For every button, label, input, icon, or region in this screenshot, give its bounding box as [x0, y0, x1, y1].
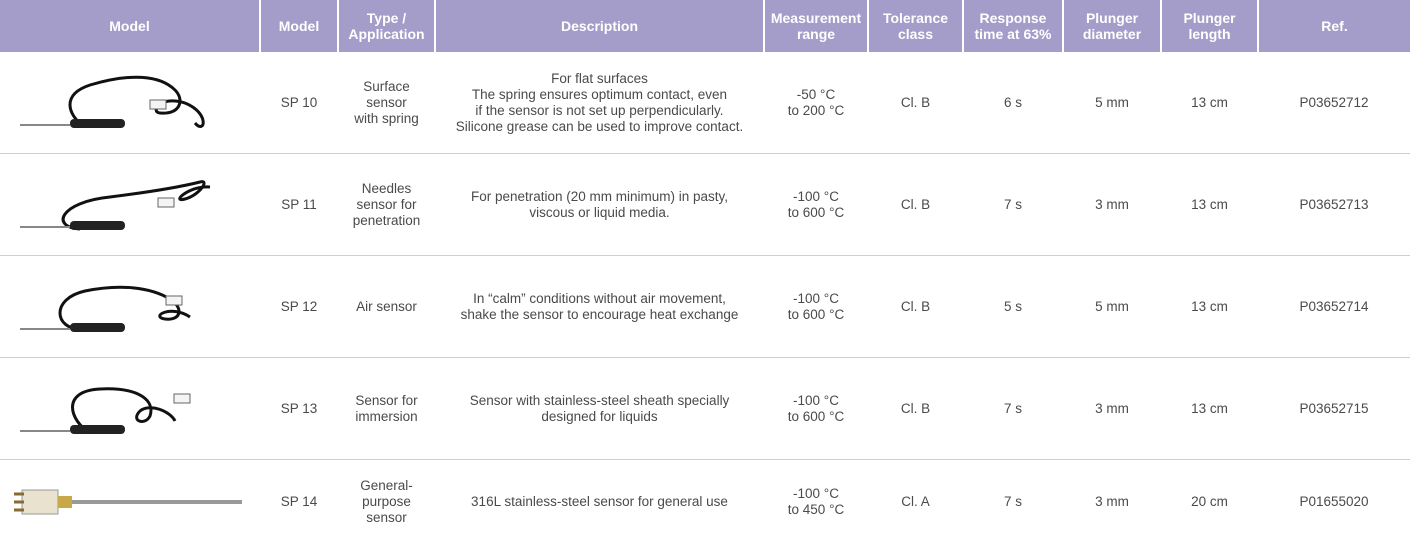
table-cell: -100 °C to 600 °C — [764, 256, 868, 358]
table-cell: Cl. B — [868, 52, 963, 154]
picture-cell — [0, 52, 260, 154]
table-cell: 3 mm — [1063, 154, 1161, 256]
picture-cell — [0, 154, 260, 256]
table-cell: 3 mm — [1063, 460, 1161, 544]
table-cell: 13 cm — [1161, 52, 1258, 154]
table-cell: SP 11 — [260, 154, 338, 256]
table-cell: P01655020 — [1258, 460, 1410, 544]
table-cell: Cl. A — [868, 460, 963, 544]
table-cell: Cl. B — [868, 154, 963, 256]
table-cell: P03652715 — [1258, 358, 1410, 460]
table-cell: For penetration (20 mm minimum) in pasty… — [435, 154, 764, 256]
table-cell: 13 cm — [1161, 358, 1258, 460]
table-cell: 20 cm — [1161, 460, 1258, 544]
page: ModelModelType / ApplicationDescriptionM… — [0, 0, 1410, 544]
table-cell: SP 14 — [260, 460, 338, 544]
table-cell: 5 mm — [1063, 256, 1161, 358]
sensor-picture — [10, 472, 250, 532]
table-cell: 316L stainless-steel sensor for general … — [435, 460, 764, 544]
table-cell: P03652714 — [1258, 256, 1410, 358]
column-header: Tolerance class — [868, 0, 963, 52]
table-cell: P03652713 — [1258, 154, 1410, 256]
table-cell: 13 cm — [1161, 256, 1258, 358]
sensor-table: ModelModelType / ApplicationDescriptionM… — [0, 0, 1410, 543]
sensor-picture — [10, 361, 250, 456]
table-cell: SP 12 — [260, 256, 338, 358]
table-cell: -100 °C to 600 °C — [764, 154, 868, 256]
table-cell: Cl. B — [868, 256, 963, 358]
table-cell: Cl. B — [868, 358, 963, 460]
table-cell: SP 10 — [260, 52, 338, 154]
column-header: Ref. — [1258, 0, 1410, 52]
table-cell: 6 s — [963, 52, 1063, 154]
column-header: Plunger length — [1161, 0, 1258, 52]
table-cell: Needles sensor for penetration — [338, 154, 435, 256]
sensor-picture — [10, 157, 250, 252]
column-header: Plunger diameter — [1063, 0, 1161, 52]
table-cell: 7 s — [963, 358, 1063, 460]
column-header: Measurement range — [764, 0, 868, 52]
table-cell: Surface sensor with spring — [338, 52, 435, 154]
table-cell: 7 s — [963, 460, 1063, 544]
table-cell: 13 cm — [1161, 154, 1258, 256]
table-cell: General- purpose sensor — [338, 460, 435, 544]
table-cell: P03652712 — [1258, 52, 1410, 154]
table-cell: 7 s — [963, 154, 1063, 256]
table-cell: Sensor with stainless-steel sheath speci… — [435, 358, 764, 460]
picture-cell — [0, 358, 260, 460]
table-cell: 3 mm — [1063, 358, 1161, 460]
table-cell: Sensor for immersion — [338, 358, 435, 460]
column-header: Model — [0, 0, 260, 52]
table-cell: For flat surfaces The spring ensures opt… — [435, 52, 764, 154]
table-cell: -50 °C to 200 °C — [764, 52, 868, 154]
sensor-picture — [10, 259, 250, 354]
column-header: Response time at 63% — [963, 0, 1063, 52]
table-cell: In “calm” conditions without air movemen… — [435, 256, 764, 358]
column-header: Model — [260, 0, 338, 52]
column-header: Type / Application — [338, 0, 435, 52]
sensor-picture — [10, 55, 250, 150]
column-header: Description — [435, 0, 764, 52]
table-cell: 5 mm — [1063, 52, 1161, 154]
picture-cell — [0, 460, 260, 544]
table-cell: -100 °C to 450 °C — [764, 460, 868, 544]
picture-cell — [0, 256, 260, 358]
table-cell: -100 °C to 600 °C — [764, 358, 868, 460]
table-cell: SP 13 — [260, 358, 338, 460]
table-cell: Air sensor — [338, 256, 435, 358]
table-cell: 5 s — [963, 256, 1063, 358]
